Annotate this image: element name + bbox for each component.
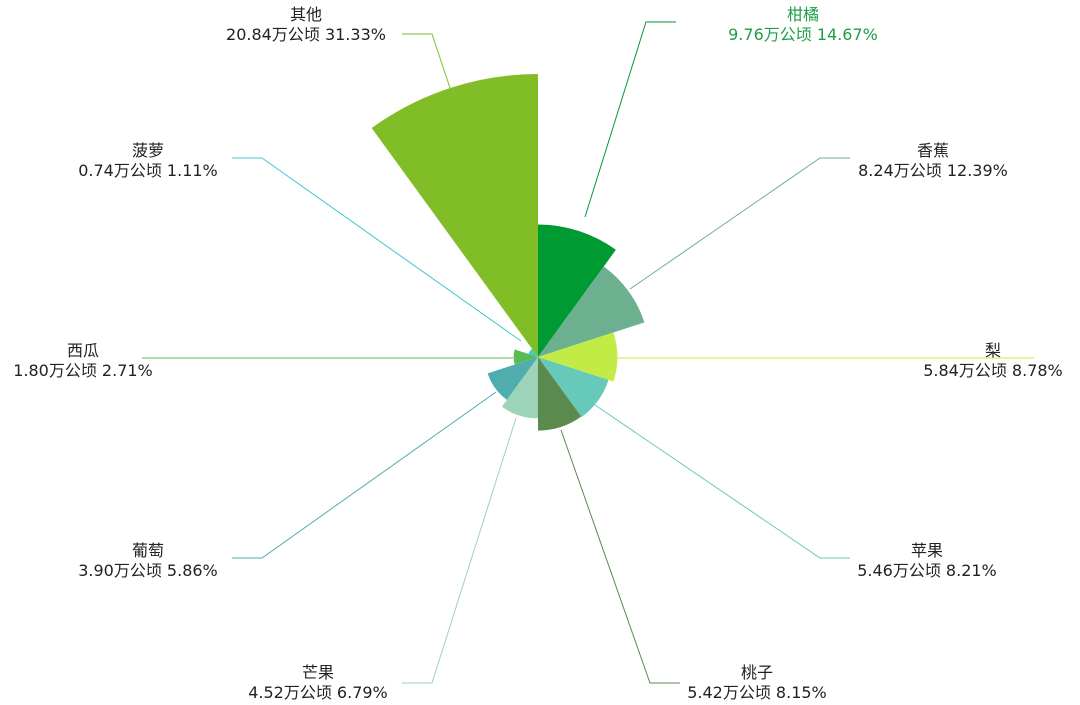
slice-value-label: 0.74万公顷 1.11% (78, 161, 218, 180)
leader-line (560, 429, 680, 684)
slice-name-label: 菠萝 (132, 141, 164, 160)
slice-value-label: 5.42万公顷 8.15% (687, 683, 827, 702)
leader-lines-group (142, 21, 1034, 684)
leader-line (594, 404, 850, 559)
leader-line (584, 21, 676, 218)
rose-slice (513, 349, 538, 365)
rose-slice (501, 357, 538, 419)
slice-value-label: 1.80万公顷 2.71% (13, 361, 153, 380)
slice-name-label: 香蕉 (917, 141, 949, 160)
rose-slice (538, 357, 609, 417)
rose-slice (538, 266, 645, 357)
rose-slice (538, 332, 618, 382)
rose-slice (538, 357, 582, 431)
slice-name-label: 苹果 (911, 541, 943, 560)
slice-value-label: 8.24万公顷 12.39% (858, 161, 1008, 180)
slice-value-label: 5.84万公顷 8.78% (923, 361, 1063, 380)
labels-group: 柑橘9.76万公顷 14.67% 香蕉8.24万公顷 12.39% 梨5.84万公顷… (13, 5, 1063, 702)
leader-line (629, 157, 850, 290)
rose-slice (487, 357, 538, 400)
rose-slice (528, 348, 538, 357)
slice-name-label: 梨 (985, 341, 1001, 360)
slice-name-label: 柑橘 (787, 5, 819, 24)
leader-line (402, 33, 451, 89)
slice-value-label: 5.46万公顷 8.21% (857, 561, 997, 580)
slice-name-label: 其他 (290, 5, 322, 24)
slice-name-label: 西瓜 (67, 341, 99, 360)
slice-name-label: 葡萄 (132, 541, 164, 560)
slice-name-label: 桃子 (741, 663, 773, 682)
slice-value-label: 20.84万公顷 31.33% (226, 25, 386, 44)
slice-value-label: 3.90万公顷 5.86% (78, 561, 218, 580)
slices-group (371, 74, 645, 431)
slice-name-label: 芒果 (302, 663, 334, 682)
rose-slice (371, 74, 538, 357)
rose-slice (538, 224, 616, 357)
leader-line (232, 391, 497, 559)
slice-value-label: 4.52万公顷 6.79% (248, 683, 388, 702)
leader-line (232, 157, 522, 342)
slice-value-label: 9.76万公顷 14.67% (728, 25, 878, 44)
leader-line (402, 417, 517, 684)
